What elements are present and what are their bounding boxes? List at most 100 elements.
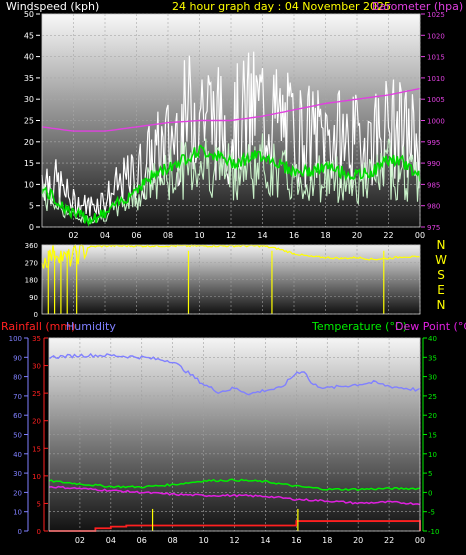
temperature-plot-border [48,337,421,532]
wind-xtick-label: 04 [100,231,110,240]
temperature-ytick-label: 0 [428,489,432,497]
wind-xtick-label: 12 [226,231,236,240]
rainfall-ytick-label: 15 [32,445,41,453]
humidity-ytick-label: 40 [13,451,22,459]
temperature-ytick-label: 40 [428,335,437,343]
temperature-ytick-label: 15 [428,432,437,440]
compass-n-bottom: N [436,298,446,312]
humidity-ytick-label: 90 [13,354,22,362]
wind-xtick-label: 00 [415,231,425,240]
humidity-ytick-label: 50 [13,432,22,440]
wind-xtick-label: 02 [68,231,78,240]
wind-ytick-label: 25 [24,117,34,126]
wind-ytick-label: 5 [29,202,34,211]
direction-ytick-label: 0 [34,311,38,319]
baro-ytick-label: 985 [427,181,440,189]
temperature-xtick-label: 08 [168,536,178,545]
windspeed-label: Windspeed (kph) [6,0,100,13]
wind-plot-border [41,13,421,228]
compass-labels: N W S E N [433,238,449,313]
rainfall-ytick-label: 20 [32,418,41,426]
humidity-ytick-label: 30 [13,470,22,478]
temperature-xtick-label: 18 [322,536,332,545]
wind-ytick-label: 40 [24,53,34,62]
compass-n-top: N [436,238,446,252]
rainfall-ytick-label: 30 [32,363,41,371]
wind-ytick-label: 20 [24,138,34,147]
rainfall-series-line [49,520,421,532]
direction-plot-border [41,244,421,315]
baro-ytick-label: 995 [427,139,440,147]
humidity-ytick-label: 60 [13,412,22,420]
wind-xtick-label: 20 [352,231,362,240]
baro-ytick-label: 975 [427,224,440,232]
direction-ytick-label: 180 [25,277,38,285]
temperature-ytick-label: 10 [428,451,437,459]
temperature-ytick-label: -5 [428,509,435,517]
temperature-ytick-label: 20 [428,412,437,420]
graph-title: 24 hour graph day : 04 November 2025 [172,0,392,13]
temperature-xtick-label: 04 [106,536,116,545]
rainfall-ytick-label: 10 [32,473,41,481]
wind-xtick-label: 06 [131,231,141,240]
rainfall-ytick-label: 5 [37,500,41,508]
temperature-xtick-label: 20 [353,536,363,545]
temperature-xtick-label: 22 [384,536,394,545]
wind-average-line [41,144,421,227]
temperature-ytick-label: 5 [428,470,432,478]
humidity-ytick-label: 100 [9,335,22,343]
temperature-xtick-label: 14 [260,536,270,545]
temperature-xtick-label: 02 [75,536,85,545]
temperature-xtick-label: 06 [137,536,147,545]
wind-xtick-label: 08 [163,231,173,240]
rainfall-label: Rainfall (mm) [1,320,76,333]
baro-ytick-label: 1020 [427,32,445,40]
wind-ytick-label: 15 [24,159,34,168]
humidity-ytick-label: 10 [13,509,22,517]
barometer-label: Barometer (hpa) [372,0,464,13]
barometer-series-line [41,87,421,132]
baro-ytick-label: 980 [427,203,440,211]
temperature-xtick-label: 12 [229,536,239,545]
rainfall-ytick-label: 0 [37,528,41,536]
wind-ytick-label: 10 [24,180,34,189]
temperature-ytick-label: 25 [428,393,437,401]
compass-e: E [437,283,445,297]
wind-ytick-label: 45 [24,31,34,40]
baro-ytick-label: 1005 [427,96,445,104]
compass-s: S [437,268,445,282]
humidity-series-line [48,352,421,396]
humidity-ytick-label: 70 [13,393,22,401]
temperature-label: Temperature (°C) [312,320,407,333]
baro-ytick-label: 990 [427,160,440,168]
wind-xtick-label: 22 [383,231,393,240]
wind-ytick-label: 0 [29,223,34,232]
baro-ytick-label: 1010 [427,75,445,83]
temperature-xtick-label: 16 [291,536,301,545]
temperature-ytick-label: 35 [428,354,437,362]
dewpoint-series-line [48,485,421,506]
wind-xtick-label: 14 [257,231,267,240]
temperature-ytick-label: 30 [428,374,437,382]
wind-xtick-label: 10 [194,231,204,240]
temperature-series-line [48,478,421,492]
wind-xtick-label: 18 [320,231,330,240]
humidity-ytick-label: 80 [13,374,22,382]
dewpoint-label: Dew Point (°C) [395,320,466,333]
rainfall-ytick-label: 25 [32,390,41,398]
wind-ytick-label: 35 [24,74,34,83]
temperature-ytick-label: -10 [428,528,439,536]
temperature-xtick-label: 00 [415,536,425,545]
baro-ytick-label: 1000 [427,118,445,126]
humidity-ytick-label: 0 [18,528,22,536]
direction-ytick-label: 360 [25,242,38,250]
wind-xtick-label: 16 [289,231,299,240]
baro-ytick-label: 1025 [427,11,445,19]
humidity-label: Humidity [66,320,116,333]
wind-ytick-label: 50 [24,10,34,19]
rainfall-ytick-label: 35 [32,335,41,343]
temperature-xtick-label: 10 [198,536,208,545]
humidity-ytick-label: 20 [13,489,22,497]
